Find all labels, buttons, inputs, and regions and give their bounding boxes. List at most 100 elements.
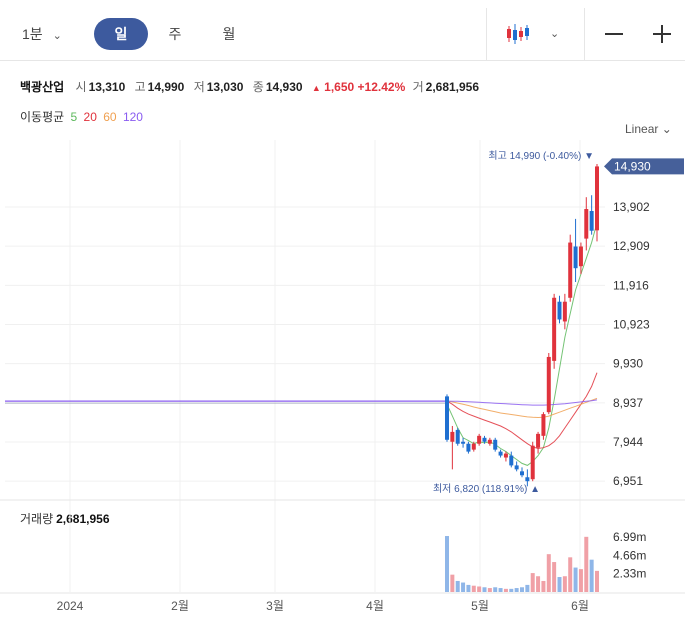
candle-body — [450, 431, 455, 442]
candle-body — [509, 455, 514, 466]
x-tick-label: 2024 — [57, 599, 84, 613]
tab-month[interactable]: 월 — [222, 26, 236, 42]
divider — [584, 8, 585, 60]
volume-bar — [509, 588, 514, 592]
volume-bar — [584, 536, 589, 592]
volume-bar — [589, 559, 594, 592]
candle-body — [455, 429, 460, 444]
candle-body — [487, 439, 492, 444]
volume-bar — [573, 567, 578, 592]
volume-bar — [536, 576, 541, 592]
candle-body — [461, 441, 466, 444]
candlestick-type-icon[interactable] — [505, 22, 531, 46]
candle-body — [584, 209, 589, 239]
volume-tick-label: 6.99m — [613, 530, 646, 544]
chevron-down-icon: ⌄ — [661, 122, 672, 136]
volume-bar — [461, 582, 466, 592]
candle-body — [552, 297, 557, 361]
volume-bar — [520, 587, 524, 592]
x-tick-label: 4월 — [366, 599, 384, 613]
ma-120: 120 — [122, 110, 143, 124]
chart-type-chevron-icon[interactable]: ⌄ — [550, 28, 560, 40]
scale-label: Linear — [625, 122, 659, 136]
tab-day[interactable]: 일 — [94, 18, 148, 50]
volume-bar — [514, 588, 519, 592]
volume-bar — [482, 587, 487, 592]
moving-average-legend[interactable]: 이동평균 5 20 60 120 — [20, 108, 143, 125]
current-price-label: 14,930 — [614, 159, 651, 173]
volume-bar — [552, 562, 557, 592]
up-triangle-icon: ▲ — [311, 83, 321, 93]
volume-bar — [455, 580, 460, 592]
ma-line-ma60 — [446, 397, 598, 419]
volume-bar — [466, 584, 471, 592]
scale-select[interactable]: Linear ⌄ — [625, 122, 672, 136]
volume-bar — [562, 576, 567, 592]
candle-body — [482, 437, 487, 442]
high-annotation: 최고 14,990 (-0.40%) ▼ — [488, 150, 594, 162]
change-percent: +12.42% — [357, 80, 406, 94]
open-value: 13,310 — [88, 80, 126, 94]
candle-body — [589, 211, 594, 231]
y-tick-label: 8,937 — [613, 396, 643, 410]
volume-bar — [595, 570, 599, 592]
y-tick-label: 9,930 — [613, 357, 643, 371]
high-value: 14,990 — [147, 80, 185, 94]
candle-body — [477, 435, 482, 444]
y-tick-label: 11,916 — [613, 278, 649, 292]
candle-body — [546, 356, 551, 413]
candle-body — [557, 301, 562, 320]
change-value: 1,650 — [324, 80, 355, 94]
volume-panel-title: 거래량 2,681,956 — [20, 510, 110, 527]
volume-bar — [487, 588, 492, 592]
y-tick-label: 13,902 — [613, 200, 650, 214]
period-label: 1분 — [22, 26, 43, 42]
stock-name: 백광산업 — [20, 80, 65, 94]
candle-body — [573, 246, 578, 269]
divider — [486, 8, 487, 60]
volume-bar — [445, 536, 449, 592]
chevron-down-icon: ⌄ — [52, 30, 62, 42]
volume-tick-label: 4.66m — [613, 548, 646, 562]
ma-line-ma120 — [446, 399, 598, 406]
volume-tick-label: 2.33m — [613, 567, 646, 581]
candle-body — [525, 477, 530, 482]
ma-20: 20 — [83, 110, 97, 124]
candle-body — [471, 443, 476, 450]
volume-bar — [578, 569, 583, 592]
candle-body — [498, 451, 503, 456]
volume-bar — [450, 574, 455, 592]
volume-bar — [498, 588, 503, 592]
y-tick-label: 7,944 — [613, 435, 643, 449]
tab-week[interactable]: 주 — [168, 26, 182, 42]
zoom-out-icon[interactable] — [603, 18, 625, 50]
candle-body — [503, 453, 508, 458]
ma-line-ma20 — [446, 372, 598, 450]
candle-body — [562, 301, 567, 322]
volume-bar — [525, 584, 530, 592]
volume-bar — [477, 586, 482, 592]
volume-bar — [503, 588, 508, 592]
chart-toolbar: 1분 ⌄ 일 주 월 ⌄ — [0, 8, 685, 61]
x-tick-label: 3월 — [266, 599, 284, 613]
candle-body — [520, 471, 524, 476]
candle-body — [445, 396, 449, 440]
volume-panel-label: 거래량 — [20, 512, 54, 526]
volume-bar — [493, 587, 498, 592]
period-select[interactable]: 1분 ⌄ — [22, 18, 84, 50]
x-tick-label: 5월 — [471, 599, 489, 613]
x-tick-label: 2월 — [171, 599, 189, 613]
volume-label: 거 — [412, 80, 424, 94]
y-tick-label: 10,923 — [613, 317, 650, 331]
low-label: 저 — [193, 80, 205, 94]
candle-body — [493, 439, 498, 450]
close-label: 종 — [252, 80, 264, 94]
zoom-in-icon[interactable] — [651, 18, 673, 50]
y-tick-label: 6,951 — [613, 474, 643, 488]
candle-body — [541, 414, 546, 436]
ma-60: 60 — [103, 110, 117, 124]
volume-bar — [546, 554, 551, 592]
quote-summary: 백광산업 시 13,310 고 14,990 저 13,030 종 14,930 ▲ 1… — [20, 78, 485, 95]
ma-label: 이동평균 — [20, 110, 65, 124]
